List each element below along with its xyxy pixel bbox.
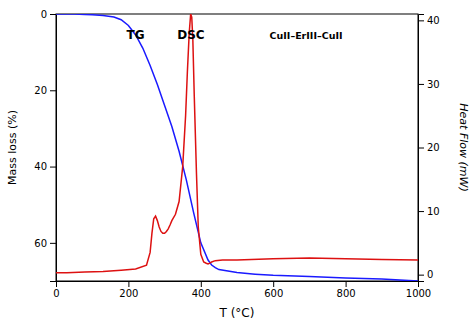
tick: 0 [41, 9, 56, 20]
tick-label: 10 [427, 206, 440, 217]
tick-mark [418, 20, 424, 21]
tick: 0 [418, 269, 433, 280]
tick: 40 [418, 15, 440, 26]
y2-axis-title: Heat Flow (mW) [457, 103, 470, 191]
y-axis: 0 20 40 60 [34, 9, 56, 282]
tick: 200 [119, 281, 138, 299]
tick: 10 [418, 206, 440, 217]
annotation: DSC [177, 28, 205, 42]
tick-label: 800 [337, 288, 356, 299]
tick-mark [128, 281, 129, 287]
lines [56, 14, 418, 281]
annotations: TG DSC CuII–ErIII–CuII [127, 28, 343, 42]
plot: 020040060080010000204060010203040 [34, 9, 439, 299]
tick-label: 200 [119, 288, 138, 299]
tick: 1000 [406, 281, 431, 299]
tick-label: 1000 [406, 288, 431, 299]
chart: 020040060080010000204060010203040TGDSCCu… [0, 0, 474, 325]
tick-mark [50, 14, 56, 15]
tick-mark [50, 167, 56, 168]
annotation: CuII–ErIII–CuII [270, 30, 343, 41]
tick-mark [418, 148, 424, 149]
x-axis-title: T (°C) [219, 306, 255, 320]
x-axis: 0 200 400 600 800 1000 [53, 281, 431, 299]
tick-mark [418, 275, 424, 276]
tick-label: 30 [427, 79, 440, 90]
tick-mark [273, 281, 274, 287]
tick: 20 [418, 142, 440, 153]
x-axis-line [57, 282, 419, 288]
tick-mark [50, 90, 56, 91]
tick-label: 0 [53, 288, 59, 299]
tick-label: 20 [427, 142, 440, 153]
line [56, 14, 418, 273]
y-axis-title: Mass loss (%) [6, 110, 19, 185]
tick-label: 0 [427, 269, 433, 280]
tick: 800 [337, 281, 356, 299]
tick-mark [346, 281, 347, 287]
tick-label: 40 [34, 161, 47, 172]
y2-axis-line [419, 15, 425, 282]
tick-label: 20 [34, 85, 47, 96]
tick-label: 40 [427, 15, 440, 26]
tick-label: 60 [34, 238, 47, 249]
tick-label: 400 [192, 288, 211, 299]
tick-label: 600 [264, 288, 283, 299]
tick-label: 0 [41, 9, 47, 20]
tick: 400 [192, 281, 211, 299]
tick-mark [50, 243, 56, 244]
annotation: TG [127, 28, 145, 42]
y2-axis: 0 10 20 30 40 [418, 15, 440, 282]
tick: 0 [53, 281, 59, 299]
tick: 40 [34, 161, 56, 172]
tick: 30 [418, 79, 440, 90]
tick: 600 [264, 281, 283, 299]
tick-mark [418, 211, 424, 212]
tick: 20 [34, 85, 56, 96]
tick: 60 [34, 238, 56, 249]
tick-mark [201, 281, 202, 287]
plot-frame [56, 14, 418, 281]
line [56, 14, 418, 281]
tick-mark [418, 84, 424, 85]
